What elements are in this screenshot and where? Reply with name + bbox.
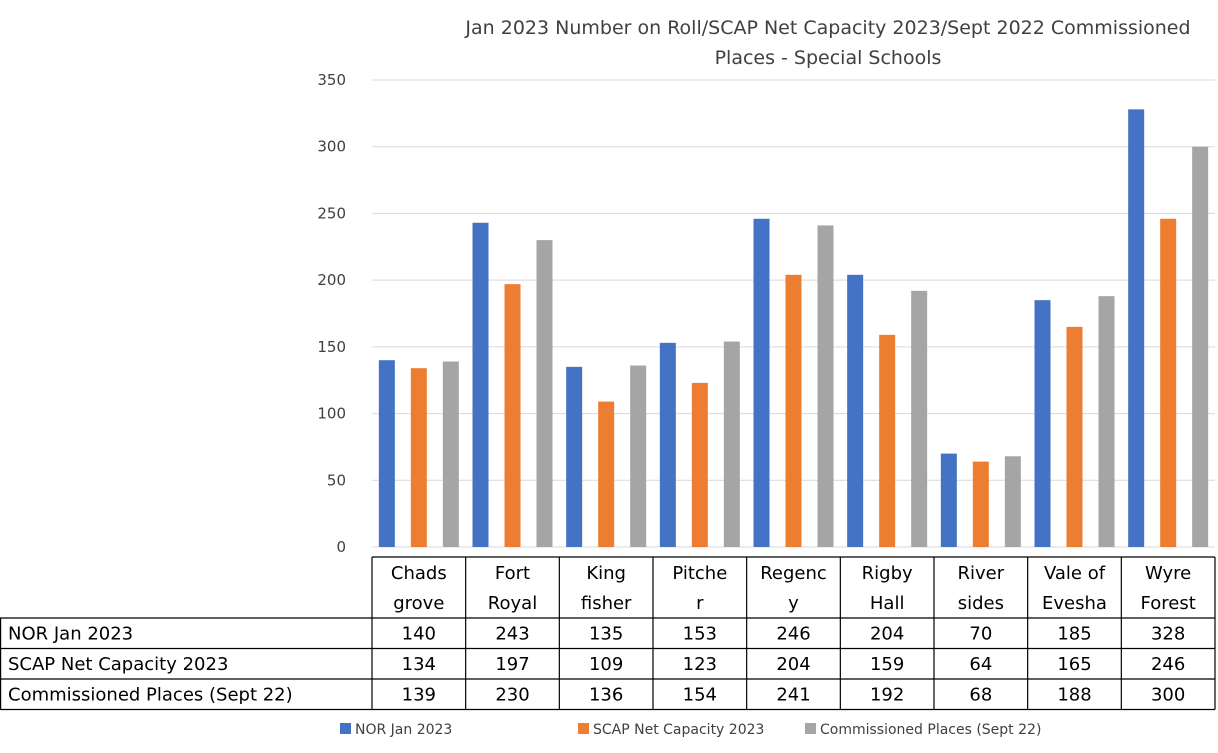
y-tick-label: 200 bbox=[317, 271, 346, 289]
table-value: 165 bbox=[1057, 654, 1091, 675]
table-value: 241 bbox=[776, 684, 810, 705]
table-value: 140 bbox=[402, 623, 436, 644]
bar-series-2-category-3 bbox=[598, 401, 615, 547]
y-tick-label: 100 bbox=[317, 405, 346, 423]
y-tick-label: 0 bbox=[336, 538, 346, 556]
category-label: Pitche bbox=[672, 563, 727, 584]
table-value: 159 bbox=[870, 654, 904, 675]
category-label: grove bbox=[393, 593, 444, 614]
table-value: 204 bbox=[870, 623, 904, 644]
table-value: 123 bbox=[683, 654, 717, 675]
category-label: Fort bbox=[495, 563, 530, 584]
table-value: 68 bbox=[969, 684, 992, 705]
bar-series-3-category-1 bbox=[442, 361, 459, 547]
legend-entry: SCAP Net Capacity 2023 bbox=[593, 722, 764, 738]
bar-series-3-category-7 bbox=[1004, 456, 1021, 547]
table-value: 136 bbox=[589, 684, 623, 705]
category-label: y bbox=[788, 593, 799, 614]
table-value: 134 bbox=[402, 654, 436, 675]
table-value: 185 bbox=[1057, 623, 1091, 644]
table-row-label: NOR Jan 2023 bbox=[8, 623, 133, 644]
bar-series-2-category-2 bbox=[504, 284, 521, 547]
category-label: Rigby bbox=[862, 563, 913, 584]
category-label: Regenc bbox=[760, 563, 827, 584]
bar-series-1-category-6 bbox=[847, 274, 864, 547]
bar-series-2-category-9 bbox=[1160, 218, 1177, 547]
y-tick-label: 50 bbox=[327, 471, 346, 489]
bar-series-3-category-5 bbox=[817, 225, 834, 548]
bar-series-3-category-8 bbox=[1098, 296, 1115, 547]
bar-series-2-category-5 bbox=[785, 274, 802, 547]
category-label: r bbox=[696, 593, 704, 614]
table-row-label: Commissioned Places (Sept 22) bbox=[8, 684, 293, 705]
table-value: 109 bbox=[589, 654, 623, 675]
bar-series-1-category-4 bbox=[659, 342, 676, 547]
table-value: 64 bbox=[969, 654, 992, 675]
category-label: Royal bbox=[488, 593, 537, 614]
table-value: 328 bbox=[1151, 623, 1185, 644]
table-value: 154 bbox=[683, 684, 717, 705]
bar-series-3-category-6 bbox=[911, 290, 928, 547]
y-axis-tick-labels: 0 50 100 150 200 250 300 350 bbox=[317, 71, 346, 556]
y-tick-label: 150 bbox=[317, 338, 346, 356]
table-value: 153 bbox=[683, 623, 717, 644]
table-value: 192 bbox=[870, 684, 904, 705]
bar-series-2-category-7 bbox=[972, 461, 989, 547]
bar-series-1-category-5 bbox=[753, 218, 770, 547]
bar-series-1-category-2 bbox=[472, 222, 489, 548]
table-row-label: SCAP Net Capacity 2023 bbox=[8, 654, 228, 675]
table-value: 246 bbox=[1151, 654, 1185, 675]
y-tick-label: 300 bbox=[317, 138, 346, 156]
table-value: 135 bbox=[589, 623, 623, 644]
chart-title-line-2: Places - Special Schools bbox=[715, 47, 942, 69]
table-value: 300 bbox=[1151, 684, 1185, 705]
table-value: 204 bbox=[776, 654, 810, 675]
bar-series-3-category-2 bbox=[536, 240, 553, 547]
bar-series-2-category-4 bbox=[691, 382, 708, 547]
bar-series-1-category-9 bbox=[1128, 109, 1145, 548]
table-value: 230 bbox=[495, 684, 529, 705]
category-label: Wyre bbox=[1145, 563, 1191, 584]
bar-series-1-category-3 bbox=[566, 366, 583, 547]
bar-series-1-category-8 bbox=[1034, 300, 1051, 547]
category-label: King bbox=[586, 563, 626, 584]
chart-title-line-1: Jan 2023 Number on Roll/SCAP Net Capacit… bbox=[464, 17, 1190, 39]
table-value: 139 bbox=[402, 684, 436, 705]
y-tick-label: 350 bbox=[317, 71, 346, 89]
table-value: 188 bbox=[1057, 684, 1091, 705]
bar-series-1-category-1 bbox=[378, 360, 395, 547]
bar-series-3-category-9 bbox=[1192, 146, 1209, 547]
category-label: Forest bbox=[1141, 593, 1196, 614]
y-tick-label: 250 bbox=[317, 204, 346, 222]
table-value: 246 bbox=[776, 623, 810, 644]
bar-series-1-category-7 bbox=[940, 453, 957, 547]
category-label: Chads bbox=[391, 563, 447, 584]
data-table: Chads grove Fort Royal King fisher Pitche r Rege… bbox=[0, 556, 1216, 711]
table-value: 243 bbox=[495, 623, 529, 644]
legend: NOR Jan 2023 SCAP Net Capacity 2023 Commis… bbox=[340, 722, 1041, 738]
legend-swatch bbox=[805, 723, 816, 734]
category-label: Evesha bbox=[1042, 593, 1107, 614]
category-label: sides bbox=[958, 593, 1004, 614]
bar-series-2-category-1 bbox=[410, 368, 427, 547]
bars bbox=[378, 109, 1209, 548]
legend-entry: Commissioned Places (Sept 22) bbox=[820, 722, 1041, 738]
legend-entry: NOR Jan 2023 bbox=[355, 722, 452, 738]
category-label: fisher bbox=[581, 593, 632, 614]
category-label: River bbox=[958, 563, 1005, 584]
bar-series-3-category-4 bbox=[723, 341, 740, 547]
bar-series-2-category-8 bbox=[1066, 326, 1083, 547]
category-label: Hall bbox=[870, 593, 905, 614]
category-label: Vale of bbox=[1044, 563, 1106, 584]
bar-series-2-category-6 bbox=[879, 334, 896, 547]
table-value: 197 bbox=[495, 654, 529, 675]
bar-series-3-category-3 bbox=[630, 365, 647, 547]
legend-swatch bbox=[340, 723, 351, 734]
table-value: 70 bbox=[969, 623, 992, 644]
legend-swatch bbox=[578, 723, 589, 734]
